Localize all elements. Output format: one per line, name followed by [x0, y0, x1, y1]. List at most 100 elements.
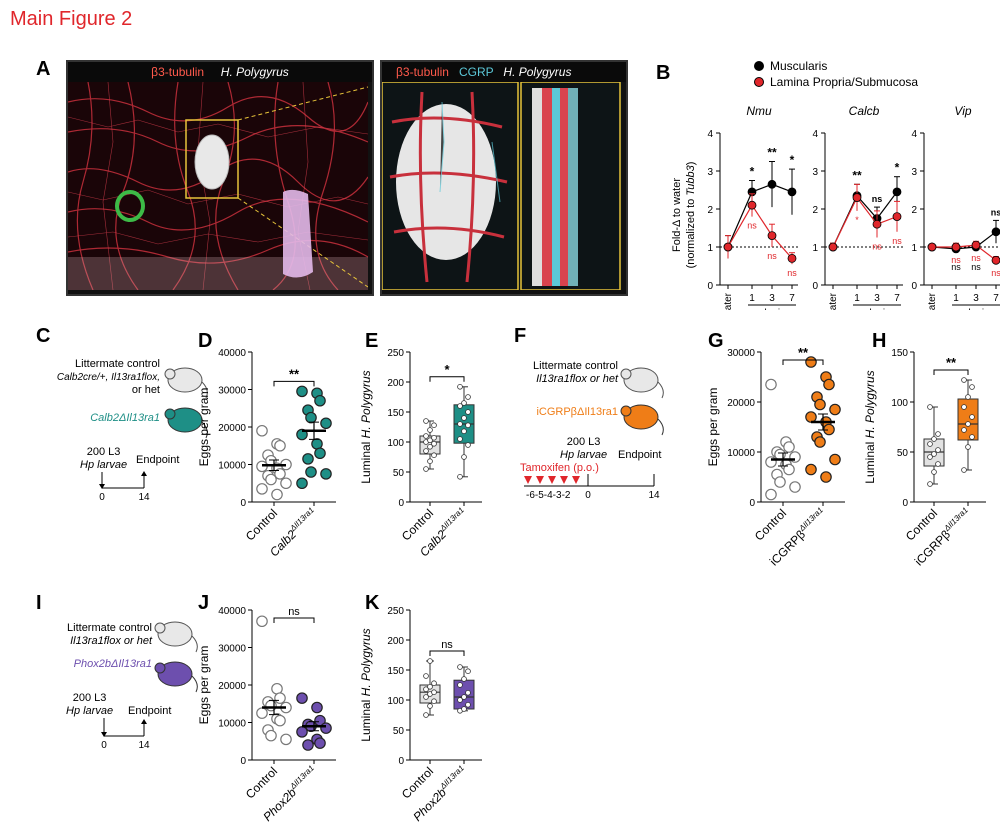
data-point: [935, 431, 941, 437]
c-t0: 0: [99, 492, 105, 502]
b-sig-muscularis-below: ns: [951, 262, 961, 272]
ylabel: Eggs per gram: [706, 388, 720, 467]
b-sig-muscularis: ns: [991, 207, 1000, 217]
data-point: [423, 466, 429, 472]
i-infection-label: 200 L3 Hp larvae: [66, 692, 113, 718]
data-point: [961, 467, 967, 473]
data-point: [927, 404, 933, 410]
data-point: [423, 686, 429, 692]
data-point: [465, 442, 471, 448]
data-point: [274, 468, 286, 480]
data-point: [927, 454, 933, 460]
ytick-label: 40000: [218, 606, 246, 617]
data-point: [465, 702, 471, 708]
data-point: [256, 424, 268, 437]
ytick-label: 10000: [727, 448, 755, 459]
b-gene-title: Nmu: [746, 104, 772, 118]
data-point: [783, 441, 795, 453]
data-point: [280, 733, 292, 746]
b-sig-lamina: ns: [787, 268, 797, 278]
f-ctrl-line1: Littermate control: [533, 360, 618, 372]
b-ytick-label: 2: [812, 205, 818, 216]
f-infection-label: 200 L3 Hp larvae: [560, 436, 607, 462]
data-point: [805, 411, 817, 423]
panel-letter-b: B: [656, 62, 671, 84]
f-control-label: Littermate control Il13ra1flox or het: [516, 360, 618, 386]
f-days: -6-5-4-3-2: [526, 490, 571, 501]
data-point: [314, 737, 326, 749]
b-series-line: [932, 244, 997, 261]
data-point: [431, 680, 437, 686]
b-point: [828, 242, 838, 252]
legend-label-lamina: Lamina Propria/Submucosa: [770, 75, 919, 89]
b-series-line: [727, 183, 793, 248]
b-point: [767, 179, 777, 189]
data-point: [829, 403, 841, 416]
sig-bracket: [273, 617, 315, 623]
data-point: [296, 726, 308, 738]
ytick-label: 10000: [218, 719, 246, 730]
micrograph-enteric-network: β3-tubulin H. Polygyrus: [66, 60, 374, 296]
ylabel-italic: H. Polygyrus: [359, 628, 373, 696]
data-point: [423, 433, 429, 439]
ytick-label: 30000: [727, 348, 755, 359]
geno-sup: ΔIl13ra1: [942, 506, 970, 534]
b-dpi-label: d.p.i.: [965, 308, 987, 310]
ytick-label: 100: [387, 696, 404, 707]
geno-sup: ΔIl13ra1: [288, 764, 316, 792]
c-t14: 14: [138, 492, 150, 502]
data-point: [465, 422, 471, 428]
b-series-line: [832, 196, 898, 248]
data-point: [774, 476, 786, 488]
data-point: [461, 694, 467, 700]
micrograph-zoom-header: β3-tubulin CGRP H. Polygyrus: [382, 62, 626, 82]
b-sig-lamina: ns: [767, 251, 777, 261]
data-point: [274, 692, 286, 704]
f-tamoxifen-label: Tamoxifen (p.o.): [520, 462, 599, 474]
b-xtick-label: 1: [953, 293, 959, 304]
f-inf-line2: Hp larvae: [560, 449, 608, 461]
i-ctrl-line2: Il13ra1flox or het: [70, 635, 152, 647]
data-point: [931, 469, 937, 475]
data-point: [423, 673, 429, 679]
data-point: [969, 434, 975, 440]
data-point: [829, 453, 841, 466]
ytick-label: 50: [393, 726, 405, 737]
data-point: [423, 448, 429, 454]
data-point: [461, 428, 467, 434]
label-cgrp: CGRP: [458, 65, 494, 79]
data-point: [969, 384, 975, 390]
data-point: [431, 689, 437, 695]
b-ytick-label: 4: [707, 129, 713, 140]
ylabel: Eggs per gram: [197, 388, 211, 467]
ylabel: Luminal H. Polygyrus: [863, 370, 877, 483]
ylabel-italic: H. Polygyrus: [359, 370, 373, 438]
data-point: [820, 471, 832, 483]
mouse-control-icon: [620, 367, 664, 399]
b-ytick-label: 0: [911, 281, 917, 292]
b-ylabel-line2: (normalized to Tubb3): [685, 162, 697, 269]
data-point: [465, 409, 471, 415]
sig-label: ns: [441, 639, 453, 651]
chart-e: Luminal H. Polygyrus050100150200250Contr…: [359, 348, 482, 559]
mouse-control-icon: [154, 621, 198, 653]
c-inf-line1: 200 L3: [86, 446, 121, 458]
b-point: [787, 187, 797, 197]
b-gene-title: Calcb: [849, 104, 880, 118]
b-ytick-label: 1: [911, 243, 917, 254]
chart-j: Eggs per gram 0 10000 20000 30000 40000 Contro…: [197, 606, 336, 824]
ytick-label: 0: [240, 756, 246, 767]
ylabel: Eggs per gram: [197, 646, 211, 725]
data-point: [265, 473, 277, 486]
label-b3-tubulin: β3-tubulin: [151, 65, 205, 79]
panel-letter-k: K: [365, 592, 380, 614]
c-mice: [164, 367, 208, 439]
i-control-label: Littermate control Il13ra1flox or het: [36, 622, 152, 648]
b-xtick-label: 3: [874, 293, 880, 304]
b-sig-muscularis: *: [895, 161, 900, 175]
data-point: [961, 427, 967, 433]
data-point: [256, 707, 268, 719]
mouse-ko-icon: [164, 407, 208, 439]
sig-label: **: [946, 355, 957, 370]
i-ko-label: Phox2bΔIl13ra1: [73, 658, 152, 670]
